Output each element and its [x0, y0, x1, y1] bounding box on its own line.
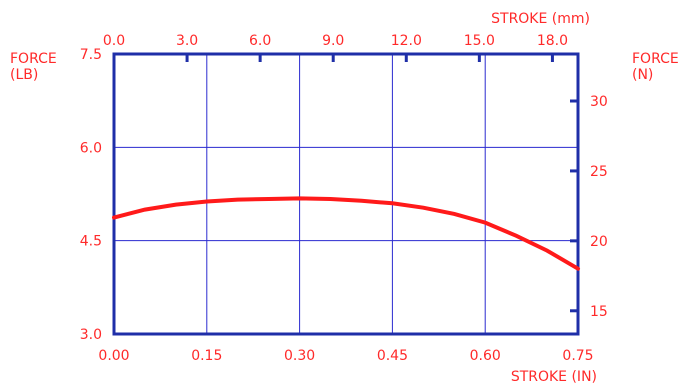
x-bottom-tick-label: 0.60 — [470, 348, 501, 364]
grid-lines — [114, 54, 578, 334]
plot-frame — [112, 52, 580, 336]
x-bottom-tick-label: 0.75 — [562, 348, 593, 364]
y-right-axis-label-line2: (N) — [632, 67, 653, 83]
x-bottom-tick-label: 0.45 — [377, 348, 408, 364]
y-left-tick-label: 7.5 — [80, 47, 102, 63]
y-left-axis-label-line2: (LB) — [10, 67, 38, 83]
x-bottom-tick-label: 0.15 — [191, 348, 222, 364]
y-right-tick-label: 25 — [590, 164, 608, 180]
x-bottom-tick-label: 0.00 — [98, 348, 129, 364]
y-left-tick-label: 4.5 — [80, 234, 102, 250]
x-top-tick-label: 12.0 — [391, 33, 422, 49]
x-bottom-tick-label: 0.30 — [284, 348, 315, 364]
x-top-tick-label: 0.0 — [103, 33, 125, 49]
y-left-tick-label: 6.0 — [80, 140, 102, 156]
y-right-tick-label: 30 — [590, 94, 608, 110]
x-top-tick-label: 18.0 — [537, 33, 568, 49]
x-top-tick-label: 15.0 — [464, 33, 495, 49]
y-right-axis-label-line1: FORCE — [632, 51, 679, 67]
x-top-tick-label: 6.0 — [249, 33, 271, 49]
x-bottom-axis-label: STROKE (IN) — [511, 369, 597, 385]
y-right-tick-label: 20 — [590, 234, 608, 250]
y-left-axis-label-line1: FORCE — [10, 51, 57, 67]
y-right-tick-label: 15 — [590, 304, 608, 320]
tick-marks — [185, 54, 578, 313]
x-top-axis-label: STROKE (mm) — [491, 11, 590, 27]
x-top-tick-label: 9.0 — [322, 33, 344, 49]
y-left-tick-label: 3.0 — [80, 327, 102, 343]
x-top-tick-label: 3.0 — [176, 33, 198, 49]
series-line — [112, 196, 580, 271]
tick-labels: 0.00 0.15 0.30 0.45 0.60 0.75 0.0 3.0 6.0 9.0 12.0… — [80, 33, 608, 364]
